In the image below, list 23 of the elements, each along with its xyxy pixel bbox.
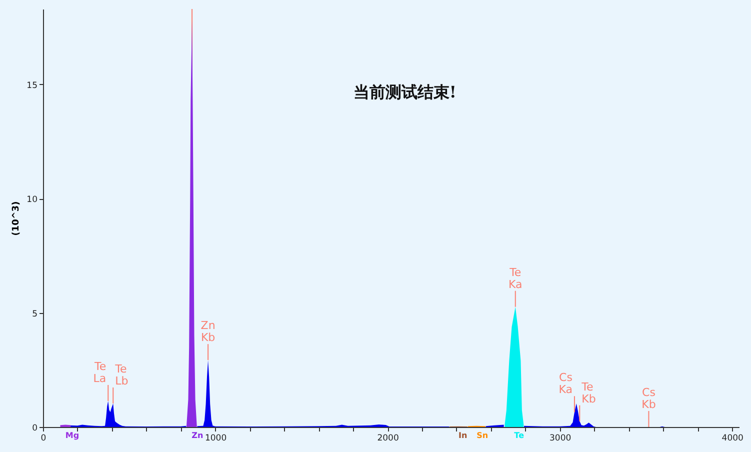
x-tick-label: 4000 — [722, 434, 744, 444]
x-tick-label: 1000 — [204, 434, 227, 444]
y-tick-label: 5 — [32, 309, 38, 320]
y-tick-label: 0 — [32, 424, 38, 434]
annotation: Cs Kb — [642, 386, 656, 411]
annotation: Te Ka — [508, 266, 522, 291]
annotation: 当前测试结束! — [353, 82, 456, 102]
x-tick-label: 2000 — [377, 434, 399, 444]
series-label: Zn — [192, 431, 204, 440]
x-tick-label: 3000 — [550, 434, 572, 444]
annotation: Te Kb — [580, 380, 596, 406]
series-label: Mg — [65, 431, 80, 440]
annotation: Zn Kb — [200, 319, 216, 344]
series-label: Te — [514, 431, 525, 440]
annotation: Te La — [93, 360, 106, 385]
y-axis-title: (10^3) — [12, 201, 22, 236]
annotation: Cs Ka — [558, 371, 573, 396]
x-tick-label: 0 — [40, 434, 46, 444]
y-tick-label: 10 — [26, 195, 38, 206]
y-tick-label: 15 — [26, 80, 38, 91]
series-label: Sn — [476, 431, 488, 440]
annotation: Te Lb — [114, 362, 128, 388]
series-label: In — [458, 431, 468, 440]
